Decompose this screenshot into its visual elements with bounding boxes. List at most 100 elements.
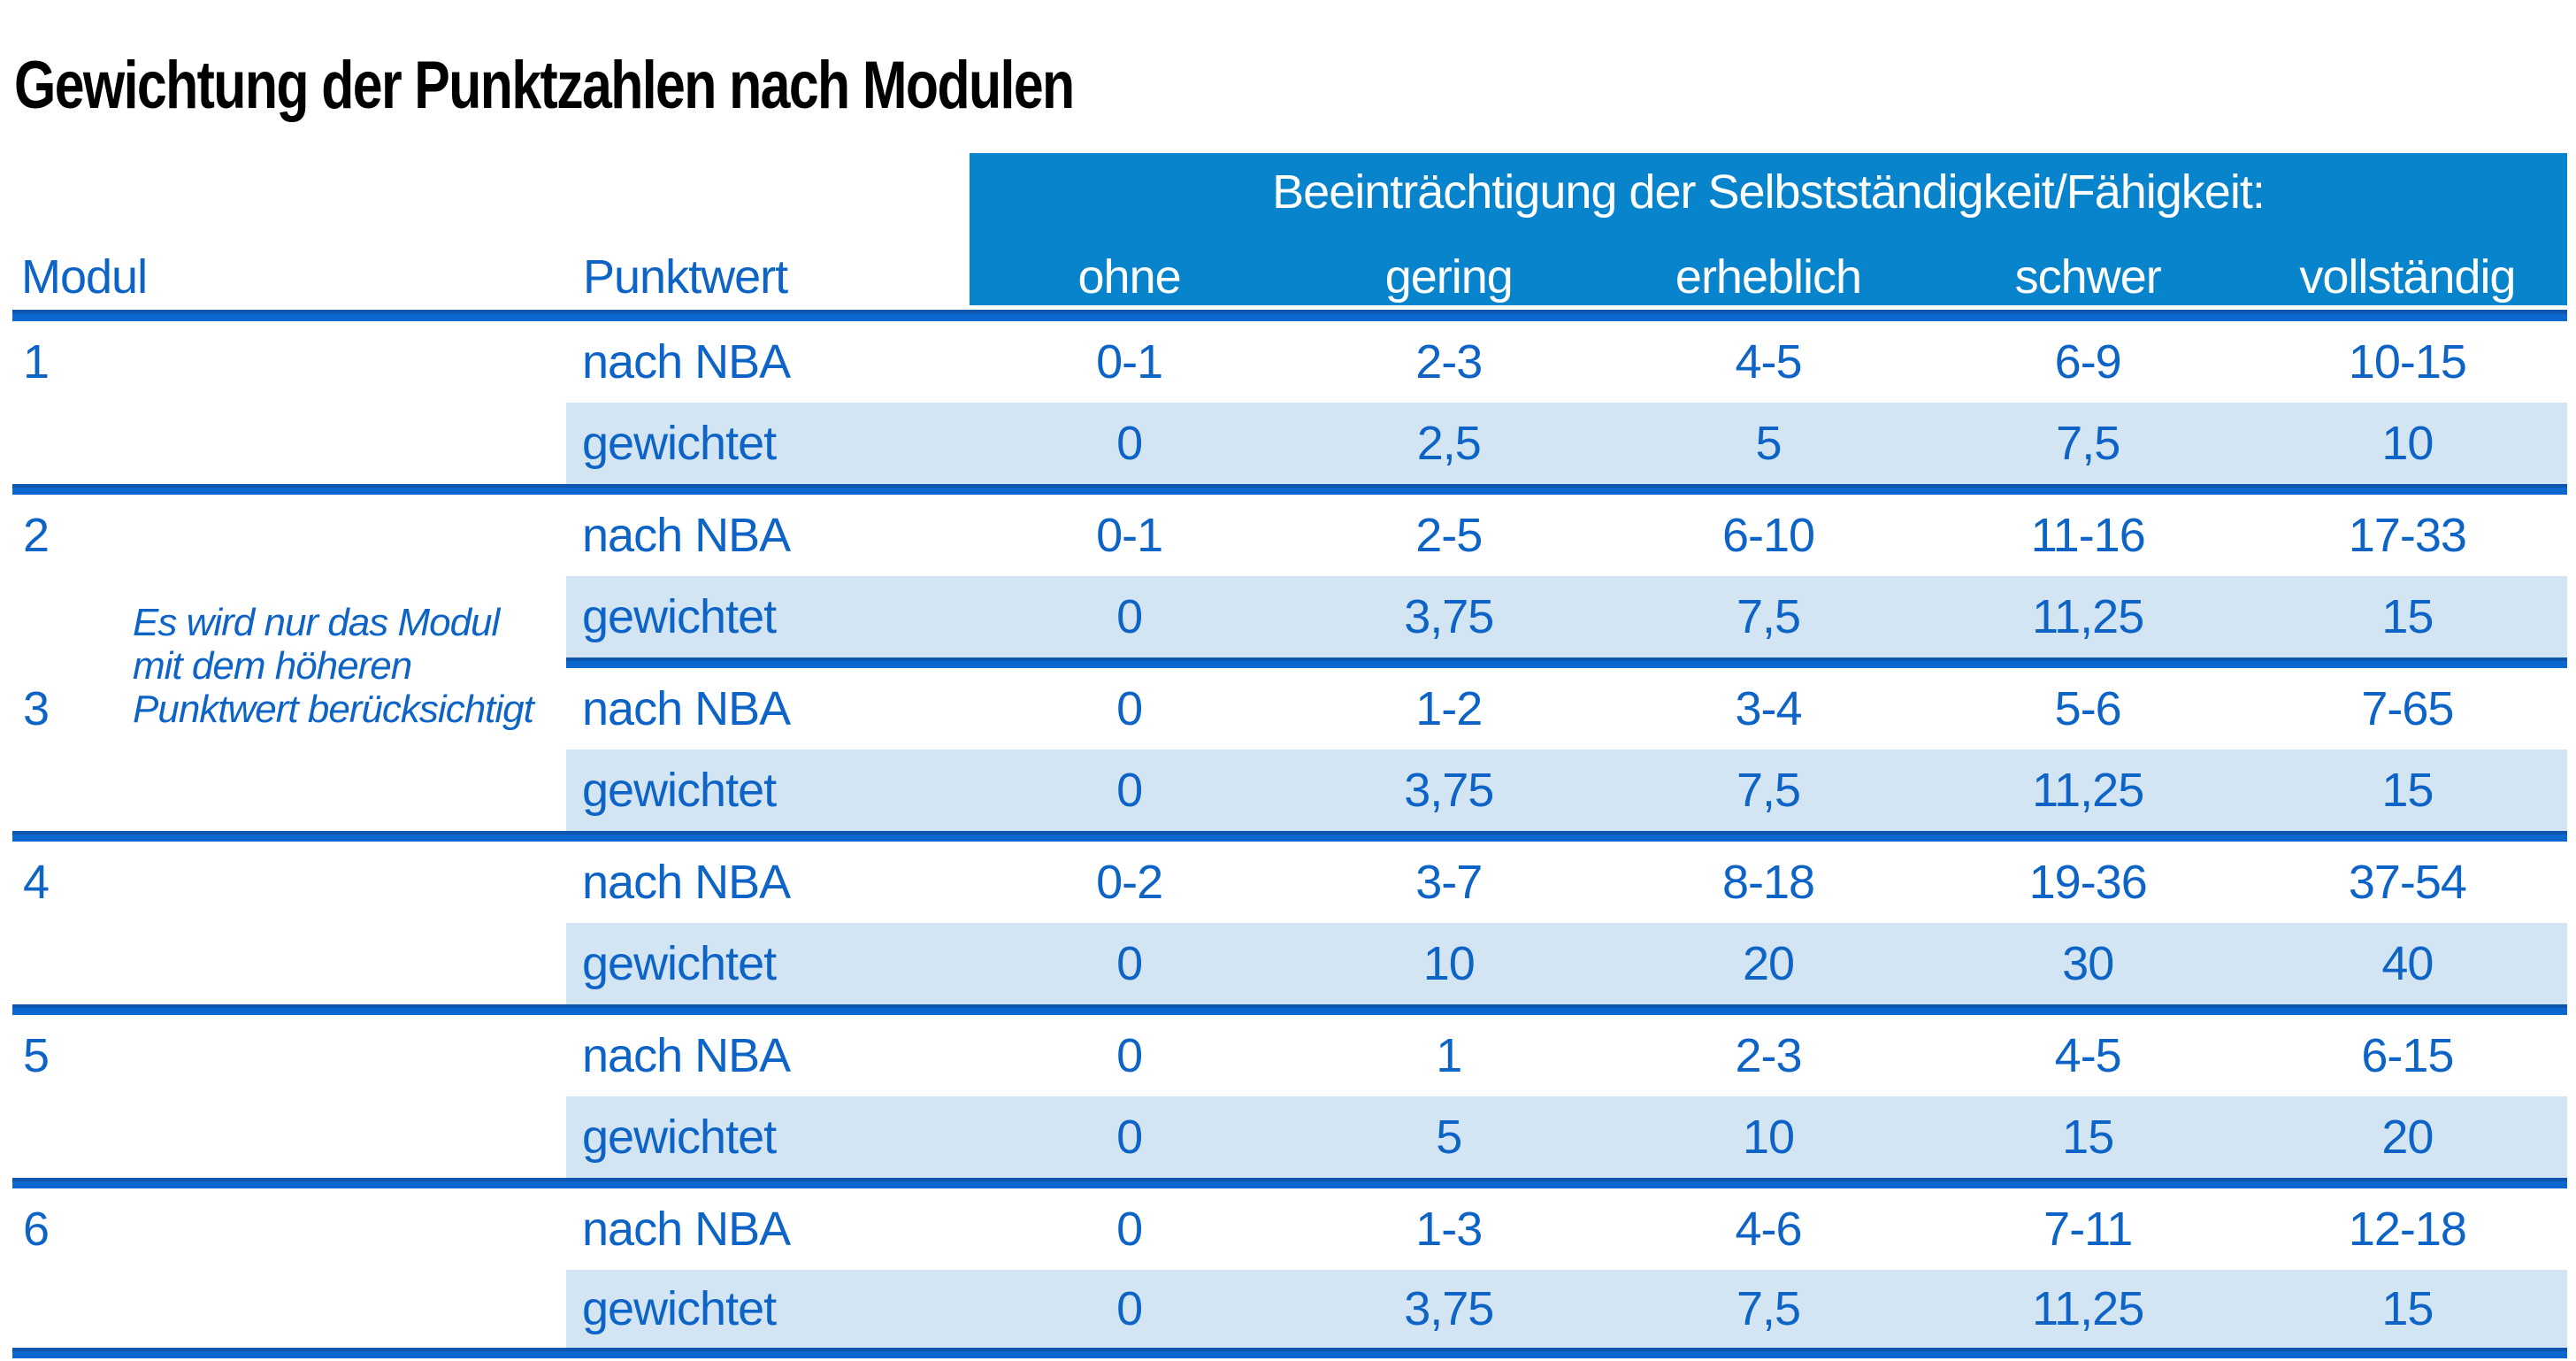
value-cell: 4-5: [1735, 335, 1802, 388]
table-body: 1 nach NBA 0-1 2-3 4-5 6-9 10-15 gewicht…: [12, 321, 2567, 1358]
module-2-3-group: 2 3 Es wird nur das Modul mit dem höhere…: [12, 495, 2567, 831]
value-cell: 0-1: [1096, 509, 1163, 562]
column-header-schwer: schwer: [2014, 250, 2162, 304]
value-cell: 15: [2247, 1270, 2567, 1348]
value-cell: 11,25: [1928, 576, 2248, 657]
value-cell: 20: [1608, 923, 1928, 1004]
value-cell: 7-11: [2043, 1203, 2133, 1256]
value-cell: 10: [2247, 403, 2567, 484]
value-cell: 4-5: [2054, 1029, 2122, 1082]
row-label-gewichtet: gewichtet: [566, 923, 970, 1004]
value-cell: 15: [1928, 1096, 2248, 1178]
module-number: 4: [23, 856, 50, 909]
value-cell: 3-7: [1415, 856, 1483, 909]
value-cell: 5: [1289, 1096, 1609, 1178]
value-cell: 30: [1928, 923, 2248, 1004]
value-cell: 15: [2247, 576, 2567, 657]
value-cell: 17-33: [2348, 509, 2467, 562]
value-cell: 7,5: [1608, 1270, 1928, 1348]
value-cell: 0: [970, 1270, 1290, 1348]
value-cell: 5: [1608, 403, 1928, 484]
value-cell: 3,75: [1289, 576, 1609, 657]
table-header: Beeinträchtigung der Selbstständigkeit/F…: [12, 153, 2567, 321]
value-cell: 3,75: [1289, 1270, 1609, 1348]
row-label-nach-nba: nach NBA: [582, 509, 791, 562]
column-header-modul: Modul: [21, 250, 148, 304]
row-label-gewichtet: gewichtet: [566, 750, 970, 831]
column-header-vollstaendig: vollständig: [2299, 250, 2516, 304]
value-cell: 10: [1289, 923, 1609, 1004]
higher-score-note: Es wird nur das Modul mit dem höheren Pu…: [133, 601, 557, 731]
value-cell: 15: [2247, 750, 2567, 831]
module-separator: [12, 1004, 2567, 1015]
page-title: Gewichtung der Punktzahlen nach Modulen: [14, 47, 1075, 123]
note-line: Es wird nur das Modul: [133, 601, 500, 644]
value-cell: 2-3: [1415, 335, 1483, 388]
value-cell: 0: [1116, 1029, 1143, 1082]
module-number: 3: [23, 682, 50, 735]
value-cell: 4-6: [1735, 1203, 1802, 1256]
header-rule: [12, 310, 2567, 321]
value-cell: 2-3: [1735, 1029, 1802, 1082]
value-cell: 7,5: [1608, 576, 1928, 657]
column-header-punktwert: Punktwert: [583, 250, 788, 304]
value-cell: 37-54: [2348, 856, 2467, 909]
module-number: 1: [23, 335, 50, 388]
value-cell: 2-5: [1415, 509, 1483, 562]
row-label-nach-nba: nach NBA: [582, 1029, 791, 1082]
note-line: Punktwert berücksichtigt: [133, 688, 534, 731]
row-label-nach-nba: nach NBA: [582, 1203, 791, 1256]
module-separator: [12, 484, 2567, 495]
module-separator: [12, 831, 2567, 842]
row-label-gewichtet: gewichtet: [566, 1270, 970, 1348]
empty-cell: [12, 923, 566, 1004]
value-cell: 12-18: [2348, 1203, 2467, 1256]
module-separator: [12, 1178, 2567, 1188]
module-number: 2: [23, 509, 50, 562]
value-cell: 8-18: [1721, 856, 1815, 909]
header-band: [970, 153, 2567, 305]
weighting-table: Beeinträchtigung der Selbstständigkeit/F…: [12, 153, 2567, 1358]
column-header-gering: gering: [1384, 250, 1514, 304]
row-label-nach-nba: nach NBA: [582, 856, 791, 909]
module-6-group: 6 nach NBA 0 1-3 4-6 7-11 12-18 gewichte…: [12, 1188, 2567, 1348]
value-cell: 1-2: [1415, 682, 1483, 735]
value-cell: 3-4: [1735, 682, 1802, 735]
value-cell: 11-16: [2030, 509, 2146, 562]
severity-level-headers: ohne gering erheblich schwer vollständig: [970, 245, 2567, 309]
value-cell: 0-2: [1096, 856, 1163, 909]
empty-cell: [12, 1096, 566, 1178]
row-label-gewichtet: gewichtet: [566, 403, 970, 484]
module-1-group: 1 nach NBA 0-1 2-3 4-5 6-9 10-15 gewicht…: [12, 321, 2567, 484]
value-cell: 10: [1608, 1096, 1928, 1178]
module-2-3-label-area: 2 3 Es wird nur das Modul mit dem höhere…: [12, 495, 566, 831]
value-cell: 5-6: [2054, 682, 2122, 735]
value-cell: 11,25: [1928, 1270, 2248, 1348]
value-cell: 0-1: [1096, 335, 1163, 388]
value-cell: 6-15: [2361, 1029, 2454, 1082]
column-header-erheblich: erheblich: [1675, 250, 1862, 304]
value-cell: 0: [970, 923, 1290, 1004]
value-cell: 7,5: [1608, 750, 1928, 831]
value-cell: 6-10: [1721, 509, 1815, 562]
row-label-nach-nba: nach NBA: [582, 335, 791, 388]
value-cell: 0: [1116, 1203, 1143, 1256]
column-header-ohne: ohne: [1077, 250, 1182, 304]
row-label-gewichtet: gewichtet: [566, 1096, 970, 1178]
module-number: 6: [23, 1203, 50, 1256]
value-cell: 2,5: [1289, 403, 1609, 484]
value-cell: 3,75: [1289, 750, 1609, 831]
value-cell: 1: [1436, 1029, 1462, 1082]
value-cell: 0: [970, 576, 1290, 657]
module-5-group: 5 nach NBA 0 1 2-3 4-5 6-15 gewichtet 0 …: [12, 1015, 2567, 1178]
value-cell: 0: [970, 403, 1290, 484]
value-cell: 1-3: [1415, 1203, 1483, 1256]
value-cell: 10-15: [2348, 335, 2467, 388]
value-cell: 11,25: [1928, 750, 2248, 831]
note-line: mit dem höheren: [133, 644, 412, 688]
empty-cell: [12, 403, 566, 484]
module-number: 5: [23, 1029, 50, 1082]
module-4-group: 4 nach NBA 0-2 3-7 8-18 19-36 37-54 gewi…: [12, 842, 2567, 1004]
module-separator-partial: [566, 657, 2567, 668]
